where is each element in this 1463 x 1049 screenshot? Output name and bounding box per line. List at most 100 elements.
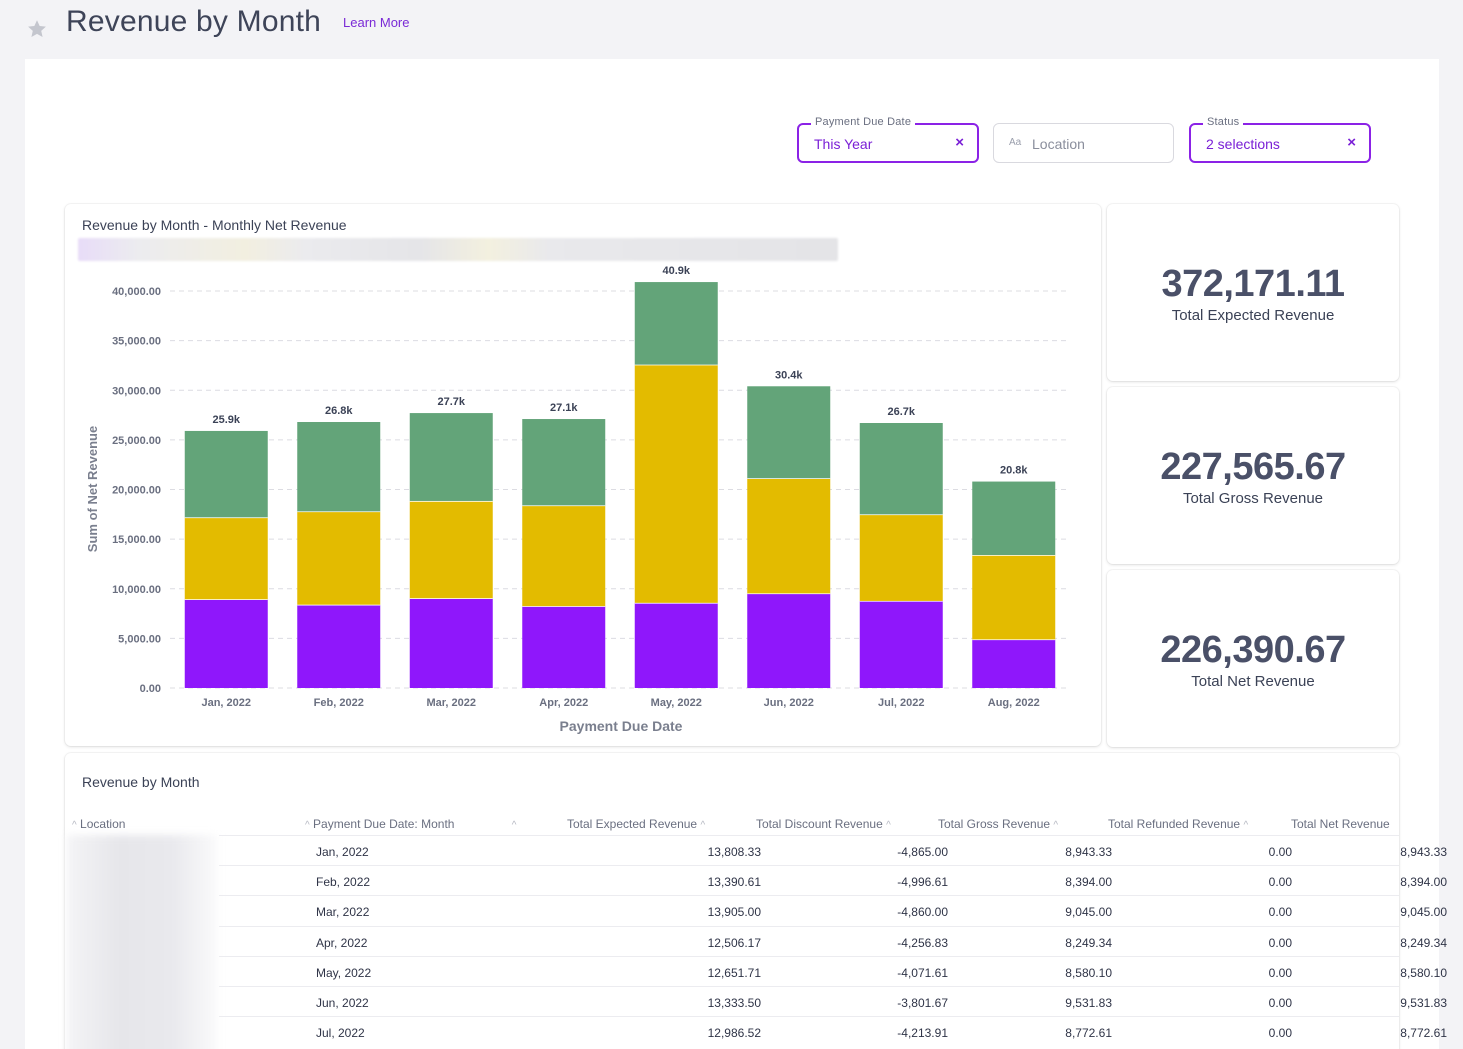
clear-status-icon[interactable]: × bbox=[1347, 134, 1356, 151]
bar-total-label: 40.9k bbox=[662, 265, 690, 277]
cell-discount: -4,860.00 bbox=[897, 905, 948, 920]
bar-segment bbox=[184, 517, 268, 600]
cell-net: 8,394.00 bbox=[1400, 875, 1447, 890]
cell-month: May, 2022 bbox=[316, 965, 372, 980]
status-filter-label: Status bbox=[1203, 116, 1244, 128]
bar-segment bbox=[634, 364, 718, 603]
bar-segment bbox=[859, 600, 943, 688]
cell-month: Apr, 2022 bbox=[316, 935, 368, 950]
bar-segment bbox=[184, 430, 268, 518]
y-tick-label: 15,000.00 bbox=[112, 534, 161, 546]
bar-segment bbox=[297, 604, 381, 688]
status-filter[interactable]: Status 2 selections × bbox=[1189, 116, 1371, 163]
table-row[interactable]: Jun, 2022 13,333.50 -3,801.67 9,531.83 0.00 9… bbox=[219, 986, 1447, 1016]
bar-segment bbox=[409, 413, 493, 501]
cell-expected: 12,986.52 bbox=[707, 1026, 761, 1041]
bar-segment bbox=[634, 282, 718, 365]
star-icon[interactable] bbox=[26, 18, 48, 40]
y-tick-label: 5,000.00 bbox=[118, 633, 161, 645]
bar-segment bbox=[522, 606, 606, 688]
table-row[interactable]: Jan, 2022 13,808.33 -4,865.00 8,943.33 0.00 8… bbox=[219, 835, 1447, 865]
chart-plot: 0.00 5,000.00 10,000.00 15,000.00 20,000.00 2… bbox=[85, 265, 1070, 734]
column-header-discount[interactable]: Total Discount Revenue ^ bbox=[756, 817, 891, 831]
chart-title: Revenue by Month - Monthly Net Revenue bbox=[82, 217, 347, 233]
y-tick-label: 40,000.00 bbox=[112, 286, 161, 298]
table-row[interactable]: Mar, 2022 13,905.00 -4,860.00 9,045.00 0.00 9… bbox=[219, 895, 1447, 925]
cell-expected: 12,506.17 bbox=[707, 935, 761, 950]
x-tick-label: Aug, 2022 bbox=[988, 697, 1040, 709]
cell-discount: -4,256.83 bbox=[897, 935, 948, 950]
cell-expected: 13,390.61 bbox=[707, 875, 761, 890]
page-title: Revenue by Month bbox=[66, 5, 322, 38]
cell-refunded: 0.00 bbox=[1268, 935, 1292, 950]
table-row[interactable]: Jul, 2022 12,986.52 -4,213.91 8,772.61 0.00 8… bbox=[219, 1016, 1447, 1046]
y-tick-label: 0.00 bbox=[140, 683, 161, 695]
clear-payment-due-date-icon[interactable]: × bbox=[955, 134, 964, 151]
kpi-label: Total Gross Revenue bbox=[1182, 490, 1324, 507]
column-header-refunded[interactable]: Total Refunded Revenue ^ bbox=[1108, 817, 1249, 831]
payment-due-date-filter-label: Payment Due Date bbox=[811, 116, 916, 128]
kpi-label: Total Net Revenue bbox=[1191, 673, 1315, 690]
x-tick-label: Mar, 2022 bbox=[426, 697, 476, 709]
kpi-card-expected: 372,171.11 Total Expected Revenue bbox=[1107, 204, 1399, 381]
cell-month: Mar, 2022 bbox=[316, 905, 370, 920]
bar-segment bbox=[747, 593, 831, 688]
bar-segment bbox=[184, 599, 268, 688]
x-tick-label: May, 2022 bbox=[651, 697, 702, 709]
bar-segment bbox=[859, 423, 943, 515]
y-tick-label: 10,000.00 bbox=[112, 584, 161, 596]
column-header-expected[interactable]: Total Expected Revenue ^ bbox=[567, 817, 706, 831]
bar-segment bbox=[522, 419, 606, 506]
cell-month: Jul, 2022 bbox=[316, 1026, 365, 1041]
location-column-redacted bbox=[67, 835, 217, 1049]
cell-refunded: 0.00 bbox=[1268, 996, 1292, 1010]
column-header-month[interactable]: ^ Payment Due Date: Month ^ bbox=[305, 817, 517, 831]
y-axis-title: Sum of Net Revenue bbox=[85, 426, 100, 552]
cell-month: Jan, 2022 bbox=[316, 845, 369, 859]
cell-gross: 8,943.33 bbox=[1065, 845, 1112, 859]
bar-total-label: 30.4k bbox=[775, 369, 803, 381]
cell-net: 8,249.34 bbox=[1400, 935, 1447, 950]
payment-due-date-filter[interactable]: Payment Due Date This Year × bbox=[797, 116, 979, 163]
kpi-value: 226,390.67 bbox=[1160, 629, 1346, 671]
bar-segment bbox=[859, 514, 943, 601]
payment-due-date-filter-value: This Year bbox=[814, 136, 873, 152]
cell-refunded: 0.00 bbox=[1268, 1026, 1292, 1041]
learn-more-link[interactable]: Learn More bbox=[343, 15, 410, 30]
table-row[interactable]: Apr, 2022 12,506.17 -4,256.83 8,249.34 0.00 8… bbox=[219, 925, 1447, 956]
bar-total-label: 27.1k bbox=[550, 402, 578, 414]
bar-segment bbox=[634, 602, 718, 688]
dashboard-panel: Payment Due Date This Year × Aa Location… bbox=[25, 59, 1447, 1049]
cell-expected: 13,905.00 bbox=[707, 905, 761, 920]
cell-net: 9,531.83 bbox=[1400, 996, 1447, 1010]
column-header-gross[interactable]: Total Gross Revenue ^ bbox=[938, 817, 1059, 831]
bar-segment bbox=[409, 598, 493, 688]
y-tick-label: 20,000.00 bbox=[112, 485, 161, 497]
y-tick-label: 30,000.00 bbox=[112, 385, 161, 397]
cell-discount: -4,071.61 bbox=[897, 965, 948, 980]
status-filter-value: 2 selections bbox=[1206, 136, 1280, 152]
table-row[interactable]: May, 2022 12,651.71 -4,071.61 8,580.10 0.00 8… bbox=[219, 955, 1447, 986]
bar-total-label: 20.8k bbox=[1000, 465, 1028, 477]
cell-expected: 13,333.50 bbox=[707, 996, 761, 1010]
bar-segment bbox=[747, 386, 831, 479]
location-filter[interactable]: Aa Location bbox=[993, 123, 1174, 163]
cell-discount: -4,865.00 bbox=[897, 845, 948, 859]
revenue-chart-card: Revenue by Month - Monthly Net Revenue 0… bbox=[65, 204, 1101, 746]
cell-net: 9,045.00 bbox=[1400, 905, 1447, 920]
x-tick-label: Jul, 2022 bbox=[878, 697, 924, 709]
table-row[interactable]: Feb, 2022 13,390.61 -4,996.61 8,394.00 0.00 8… bbox=[219, 865, 1447, 895]
cell-month: Feb, 2022 bbox=[316, 875, 371, 890]
cell-gross: 8,249.34 bbox=[1065, 935, 1112, 950]
revenue-table-card: Revenue by Month ^ Location ^ Payment Du… bbox=[65, 753, 1447, 1049]
column-header-location[interactable]: ^ Location bbox=[72, 817, 126, 831]
cell-expected: 13,808.33 bbox=[707, 845, 761, 859]
table-title: Revenue by Month bbox=[82, 774, 200, 790]
bar-total-label: 26.7k bbox=[887, 406, 915, 418]
cell-month: Jun, 2022 bbox=[316, 996, 369, 1010]
column-header-net[interactable]: Total Net Revenue bbox=[1291, 817, 1390, 831]
bar-segment bbox=[522, 505, 606, 607]
kpi-card-net: 226,390.67 Total Net Revenue bbox=[1107, 570, 1399, 747]
x-tick-label: Jan, 2022 bbox=[201, 697, 251, 709]
cell-gross: 9,531.83 bbox=[1065, 996, 1112, 1010]
